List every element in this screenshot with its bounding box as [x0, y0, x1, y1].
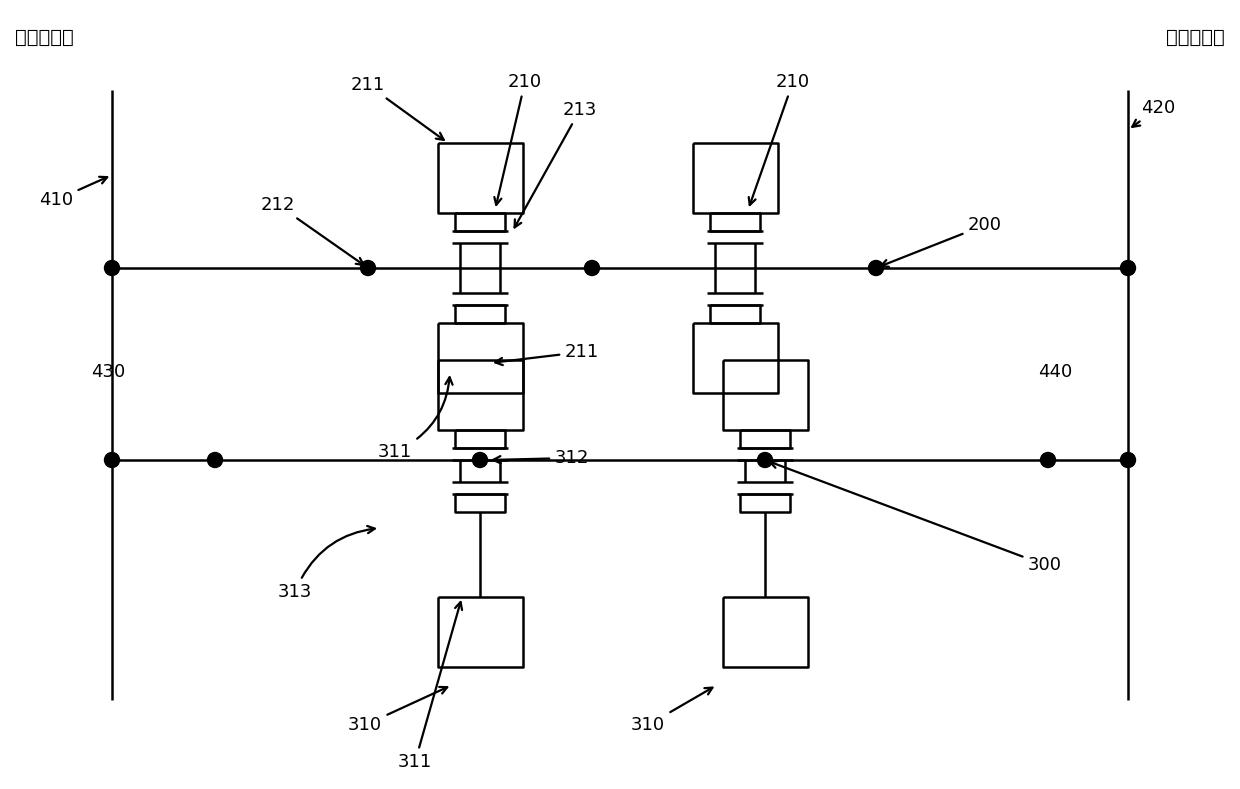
Text: 310: 310 — [631, 688, 713, 734]
Circle shape — [1040, 453, 1055, 468]
Text: 312: 312 — [494, 449, 589, 467]
Circle shape — [1121, 453, 1136, 468]
Circle shape — [207, 453, 222, 468]
Circle shape — [868, 260, 883, 275]
Circle shape — [361, 260, 376, 275]
Text: 430: 430 — [91, 363, 125, 381]
Text: 211: 211 — [495, 343, 599, 365]
Text: 313: 313 — [278, 526, 374, 601]
Circle shape — [104, 453, 119, 468]
Text: 211: 211 — [351, 76, 444, 140]
Text: 311: 311 — [398, 602, 463, 771]
Text: 210: 210 — [495, 73, 542, 205]
Text: 200: 200 — [880, 216, 1002, 267]
Circle shape — [472, 453, 487, 468]
Text: 受保护线路: 受保护线路 — [15, 28, 73, 47]
Circle shape — [584, 260, 599, 275]
Circle shape — [758, 453, 773, 468]
Text: 212: 212 — [260, 196, 363, 265]
Text: 210: 210 — [749, 73, 810, 205]
Circle shape — [1121, 260, 1136, 275]
Text: 公共电极线: 公共电极线 — [1167, 28, 1225, 47]
Circle shape — [104, 260, 119, 275]
Text: 420: 420 — [1132, 99, 1176, 127]
Text: 310: 310 — [348, 687, 448, 734]
Text: 410: 410 — [38, 177, 107, 209]
Text: 440: 440 — [1038, 363, 1073, 381]
Text: 213: 213 — [515, 101, 598, 227]
Text: 311: 311 — [378, 377, 453, 461]
Text: 300: 300 — [770, 461, 1061, 574]
